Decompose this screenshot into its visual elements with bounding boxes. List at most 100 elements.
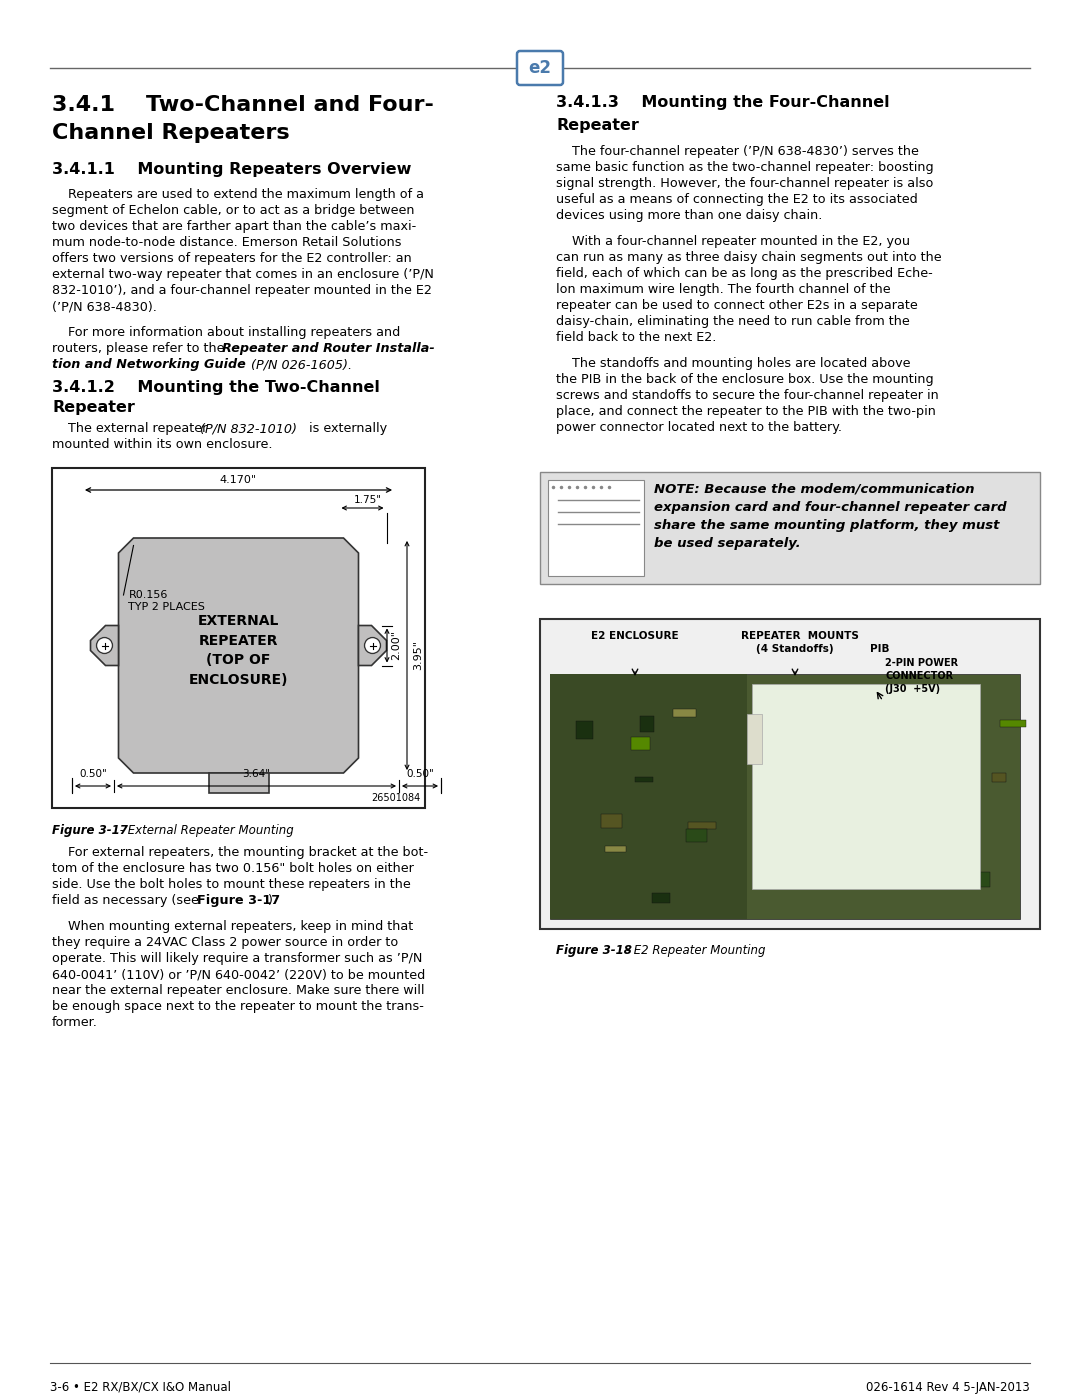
Text: operate. This will likely require a transformer such as ’P/N: operate. This will likely require a tran… bbox=[52, 951, 422, 965]
Text: 3.64": 3.64" bbox=[243, 768, 270, 780]
Circle shape bbox=[368, 641, 377, 650]
Polygon shape bbox=[91, 626, 119, 665]
Text: For external repeaters, the mounting bracket at the bot-: For external repeaters, the mounting bra… bbox=[52, 847, 428, 859]
Text: ).: ). bbox=[267, 894, 276, 907]
Polygon shape bbox=[359, 626, 387, 665]
Text: repeater can be used to connect other E2s in a separate: repeater can be used to connect other E2… bbox=[556, 299, 918, 312]
Text: mum node-to-node distance. Emerson Retail Solutions: mum node-to-node distance. Emerson Retai… bbox=[52, 236, 402, 249]
Text: 3.4.1.2    Mounting the Two-Channel: 3.4.1.2 Mounting the Two-Channel bbox=[52, 380, 380, 395]
Text: offers two versions of repeaters for the E2 controller: an: offers two versions of repeaters for the… bbox=[52, 251, 411, 265]
Text: they require a 24VAC Class 2 power source in order to: they require a 24VAC Class 2 power sourc… bbox=[52, 936, 399, 949]
Text: tom of the enclosure has two 0.156" bolt holes on either: tom of the enclosure has two 0.156" bolt… bbox=[52, 862, 414, 875]
FancyBboxPatch shape bbox=[517, 52, 563, 85]
Text: two devices that are farther apart than the cable’s maxi-: two devices that are farther apart than … bbox=[52, 219, 416, 233]
Text: 4.170": 4.170" bbox=[220, 475, 257, 485]
Text: is externally: is externally bbox=[305, 422, 387, 434]
Bar bbox=[688, 821, 716, 828]
Bar bbox=[1000, 719, 1026, 726]
Polygon shape bbox=[208, 773, 269, 793]
Text: 2.00": 2.00" bbox=[391, 630, 401, 661]
Bar bbox=[605, 847, 626, 852]
Bar bbox=[600, 814, 622, 828]
Text: segment of Echelon cable, or to act as a bridge between: segment of Echelon cable, or to act as a… bbox=[52, 204, 415, 217]
Text: (P/N 832-1010): (P/N 832-1010) bbox=[200, 422, 297, 434]
Bar bbox=[778, 719, 797, 726]
Text: Figure 3-17: Figure 3-17 bbox=[197, 894, 280, 907]
Bar bbox=[860, 861, 878, 877]
Circle shape bbox=[365, 637, 380, 654]
Text: 3-6 • E2 RX/BX/CX I&O Manual: 3-6 • E2 RX/BX/CX I&O Manual bbox=[50, 1382, 231, 1394]
Text: (4 Standoffs): (4 Standoffs) bbox=[756, 644, 834, 654]
Text: routers, please refer to the: routers, please refer to the bbox=[52, 342, 229, 355]
Bar bbox=[652, 893, 670, 902]
Text: useful as a means of connecting the E2 to its associated: useful as a means of connecting the E2 t… bbox=[556, 193, 918, 205]
Text: 2-PIN POWER: 2-PIN POWER bbox=[885, 658, 958, 668]
Text: Figure 3-17: Figure 3-17 bbox=[52, 824, 127, 837]
Bar bbox=[631, 738, 650, 750]
Text: Repeater and Router Installa-: Repeater and Router Installa- bbox=[222, 342, 434, 355]
Bar bbox=[850, 725, 870, 733]
Text: 26501084: 26501084 bbox=[370, 793, 420, 803]
Text: near the external repeater enclosure. Make sure there will: near the external repeater enclosure. Ma… bbox=[52, 983, 424, 997]
Text: screws and standoffs to secure the four-channel repeater in: screws and standoffs to secure the four-… bbox=[556, 388, 939, 402]
Text: field back to the next E2.: field back to the next E2. bbox=[556, 331, 716, 344]
Bar bbox=[635, 777, 653, 782]
Text: field, each of which can be as long as the prescribed Eche-: field, each of which can be as long as t… bbox=[556, 267, 933, 279]
Text: 0.50": 0.50" bbox=[406, 768, 434, 780]
Text: PIB: PIB bbox=[870, 644, 890, 654]
Bar bbox=[752, 685, 980, 888]
Text: external two-way repeater that comes in an enclosure (’P/N: external two-way repeater that comes in … bbox=[52, 268, 434, 281]
Text: side. Use the bolt holes to mount these repeaters in the: side. Use the bolt holes to mount these … bbox=[52, 877, 410, 891]
Text: With a four-channel repeater mounted in the E2, you: With a four-channel repeater mounted in … bbox=[556, 235, 910, 249]
Bar bbox=[838, 726, 858, 742]
Bar bbox=[576, 721, 593, 739]
Circle shape bbox=[100, 641, 108, 650]
Text: Figure 3-18: Figure 3-18 bbox=[556, 944, 632, 957]
Text: power connector located next to the battery.: power connector located next to the batt… bbox=[556, 420, 842, 434]
Bar bbox=[640, 717, 654, 732]
Bar bbox=[993, 773, 1005, 782]
Bar bbox=[540, 472, 1040, 584]
Text: former.: former. bbox=[52, 1016, 98, 1030]
Text: can run as many as three daisy chain segments out into the: can run as many as three daisy chain seg… bbox=[556, 251, 942, 264]
Text: same basic function as the two-channel repeater: boosting: same basic function as the two-channel r… bbox=[556, 161, 933, 175]
Text: 832-1010’), and a four-channel repeater mounted in the E2: 832-1010’), and a four-channel repeater … bbox=[52, 284, 432, 298]
Text: The standoffs and mounting holes are located above: The standoffs and mounting holes are loc… bbox=[556, 358, 910, 370]
Text: 3.4.1.1    Mounting Repeaters Overview: 3.4.1.1 Mounting Repeaters Overview bbox=[52, 162, 411, 177]
Text: The four-channel repeater (’P/N 638-4830’) serves the: The four-channel repeater (’P/N 638-4830… bbox=[556, 145, 919, 158]
Text: 0.50": 0.50" bbox=[79, 768, 107, 780]
Text: 3.4.1    Two-Channel and Four-: 3.4.1 Two-Channel and Four- bbox=[52, 95, 434, 115]
Text: Channel Repeaters: Channel Repeaters bbox=[52, 123, 289, 142]
Text: EXTERNAL
REPEATER
(TOP OF
ENCLOSURE): EXTERNAL REPEATER (TOP OF ENCLOSURE) bbox=[189, 615, 288, 687]
Text: Repeater: Repeater bbox=[556, 117, 639, 133]
Text: daisy-chain, eliminating the need to run cable from the: daisy-chain, eliminating the need to run… bbox=[556, 314, 909, 328]
Circle shape bbox=[96, 637, 112, 654]
Text: the PIB in the back of the enclosure box. Use the mounting: the PIB in the back of the enclosure box… bbox=[556, 373, 933, 386]
Text: signal strength. However, the four-channel repeater is also: signal strength. However, the four-chann… bbox=[556, 177, 933, 190]
Bar bbox=[550, 673, 747, 919]
Bar bbox=[747, 714, 762, 764]
Text: field as necessary (see: field as necessary (see bbox=[52, 894, 203, 907]
Text: lon maximum wire length. The fourth channel of the: lon maximum wire length. The fourth chan… bbox=[556, 284, 891, 296]
Text: e2: e2 bbox=[528, 59, 552, 77]
Text: 3.95": 3.95" bbox=[413, 640, 423, 671]
Text: Repeaters are used to extend the maximum length of a: Repeaters are used to extend the maximum… bbox=[52, 189, 424, 201]
Text: 640-0041’ (110V) or ’P/N 640-0042’ (220V) to be mounted: 640-0041’ (110V) or ’P/N 640-0042’ (220V… bbox=[52, 968, 426, 981]
Text: (J30  +5V): (J30 +5V) bbox=[885, 685, 940, 694]
Bar bbox=[52, 468, 426, 807]
Bar bbox=[673, 710, 696, 717]
Bar bbox=[540, 619, 1040, 929]
Text: E2 ENCLOSURE: E2 ENCLOSURE bbox=[591, 631, 679, 641]
Text: REPEATER  MOUNTS: REPEATER MOUNTS bbox=[741, 631, 859, 641]
Bar bbox=[686, 828, 707, 842]
Text: The external repeater: The external repeater bbox=[52, 422, 212, 434]
Polygon shape bbox=[119, 538, 359, 773]
Bar bbox=[550, 673, 1020, 919]
Bar bbox=[936, 785, 944, 789]
Text: For more information about installing repeaters and: For more information about installing re… bbox=[52, 326, 401, 339]
Text: (P/N 026-1605).: (P/N 026-1605). bbox=[247, 358, 352, 372]
Text: NOTE: Because the modem/communication
expansion card and four-channel repeater c: NOTE: Because the modem/communication ex… bbox=[654, 482, 1007, 550]
Text: R0.156
TYP 2 PLACES: R0.156 TYP 2 PLACES bbox=[129, 590, 205, 612]
Text: devices using more than one daisy chain.: devices using more than one daisy chain. bbox=[556, 210, 822, 222]
Bar bbox=[789, 766, 797, 778]
